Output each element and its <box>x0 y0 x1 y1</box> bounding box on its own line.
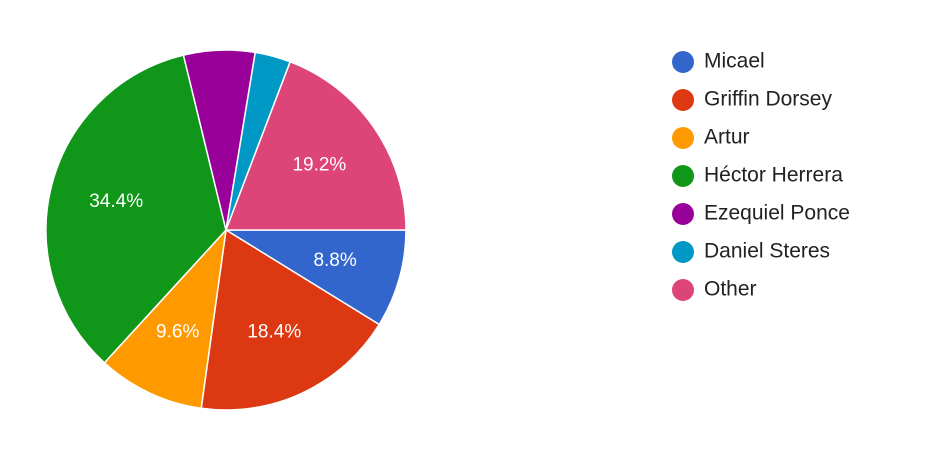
legend-label: Artur <box>704 126 750 149</box>
pie-slice <box>200 228 381 411</box>
legend-label: Griffin Dorsey <box>704 88 832 111</box>
pie-slice <box>224 60 407 231</box>
slice-label: 8.8% <box>313 250 356 271</box>
slice-label: 34.4% <box>89 191 143 212</box>
legend-marker <box>672 51 694 73</box>
legend-label: Héctor Herrera <box>704 164 843 187</box>
legend-marker <box>672 89 694 111</box>
legend-marker <box>672 279 694 301</box>
pie-slice <box>103 227 228 410</box>
pie-slice <box>223 229 407 326</box>
legend-label: Daniel Steres <box>704 240 830 263</box>
legend-label: Ezequiel Ponce <box>704 202 850 225</box>
legend-marker <box>672 165 694 187</box>
pie-slice <box>45 54 227 364</box>
legend-marker <box>672 203 694 225</box>
legend-marker <box>672 241 694 263</box>
slice-label: 9.6% <box>156 322 199 343</box>
legend-label: Micael <box>704 50 765 73</box>
legend-label: Other <box>704 278 757 301</box>
slice-label: 19.2% <box>292 155 346 176</box>
legend-marker <box>672 127 694 149</box>
slice-label: 18.4% <box>247 322 301 343</box>
